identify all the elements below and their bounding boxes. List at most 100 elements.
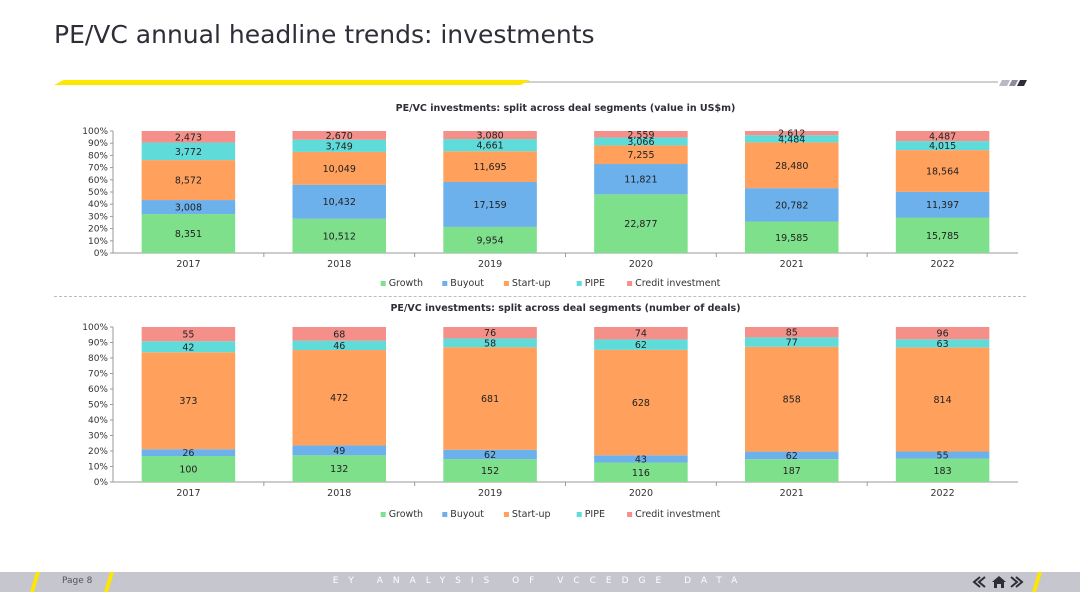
bar-segment-pipe xyxy=(744,135,839,143)
data-label: 3,008 xyxy=(175,203,202,214)
bar-segment-buyout xyxy=(744,451,839,460)
data-label: 8,572 xyxy=(175,176,202,187)
data-label: 42 xyxy=(182,342,194,353)
data-label: 7,255 xyxy=(627,150,654,161)
data-label: 74 xyxy=(635,329,647,340)
y-tick-label: 30% xyxy=(88,212,108,222)
bar-segment-pipe xyxy=(141,341,236,353)
x-tick-label: 2018 xyxy=(327,259,351,270)
data-label: 100 xyxy=(179,464,197,475)
bar-segment-start-up xyxy=(443,151,537,182)
legend-swatch xyxy=(576,512,582,517)
double-chevron-right-icon[interactable] xyxy=(1010,576,1024,588)
page-number: Page 8 xyxy=(62,576,93,586)
y-tick-label: 0% xyxy=(94,249,109,259)
data-label: 28,480 xyxy=(775,161,808,172)
y-tick-label: 30% xyxy=(88,432,108,442)
legend-swatch xyxy=(380,512,386,517)
x-tick-label: 2021 xyxy=(780,259,804,270)
data-label: 49 xyxy=(333,446,345,457)
chart-deals-svg: PE/VC investments: split across deal seg… xyxy=(82,303,1018,520)
data-label: 55 xyxy=(937,451,949,462)
x-tick-label: 2020 xyxy=(629,259,653,270)
y-tick-label: 80% xyxy=(88,354,108,364)
double-chevron-left-icon[interactable] xyxy=(972,576,986,588)
bar-segment-growth xyxy=(443,459,537,482)
y-tick-label: 20% xyxy=(88,447,108,457)
legend-swatch xyxy=(627,281,633,286)
bar-segment-credit-investment xyxy=(744,131,839,136)
bar-segment-pipe xyxy=(895,141,990,151)
bar-segment-buyout xyxy=(594,164,688,195)
data-label: 11,695 xyxy=(473,162,506,173)
bar-segment-credit-investment xyxy=(292,131,387,140)
data-label: 9,954 xyxy=(476,235,503,246)
bar-segment-growth xyxy=(744,221,839,253)
legend-label: Credit investment xyxy=(635,278,721,289)
y-tick-label: 70% xyxy=(88,370,108,380)
bar-segment-growth xyxy=(594,462,688,482)
bar-segment-start-up xyxy=(141,160,236,201)
y-tick-label: 60% xyxy=(88,176,108,186)
bar-segment-buyout xyxy=(443,449,537,460)
data-label: 3,066 xyxy=(627,137,654,148)
bar-segment-pipe xyxy=(443,338,537,348)
bar-segment-growth xyxy=(895,458,990,482)
footer-slash-left xyxy=(30,572,40,592)
legend-label: Growth xyxy=(389,509,423,520)
chart-value-svg: PE/VC investments: split across deal seg… xyxy=(82,103,1018,289)
data-label: 85 xyxy=(786,328,798,339)
bar-segment-growth xyxy=(141,455,236,482)
data-label: 11,821 xyxy=(624,175,657,186)
data-label: 814 xyxy=(934,395,952,406)
bar-segment-credit-investment xyxy=(895,327,990,340)
data-label: 3,772 xyxy=(175,147,202,158)
legend-label: Start-up xyxy=(512,278,551,289)
data-label: 628 xyxy=(632,398,650,409)
data-label: 4,487 xyxy=(929,132,956,143)
bar-segment-credit-investment xyxy=(141,327,236,342)
bar-segment-pipe xyxy=(141,142,236,161)
bar-segment-buyout xyxy=(292,184,387,219)
footer-caption: EY ANALYSIS OF VCCEDGE DATA xyxy=(332,576,748,586)
data-label: 11,397 xyxy=(926,200,959,211)
bar-segment-pipe xyxy=(594,339,688,350)
chart-deals: PE/VC investments: split across deal seg… xyxy=(0,298,1080,524)
data-label: 4,661 xyxy=(476,141,503,152)
data-label: 681 xyxy=(481,394,499,405)
bar-segment-credit-investment xyxy=(594,131,688,138)
legend-label: Growth xyxy=(389,278,423,289)
data-label: 63 xyxy=(937,339,949,350)
x-tick-label: 2017 xyxy=(176,488,200,499)
data-label: 152 xyxy=(481,466,499,477)
data-label: 2,473 xyxy=(175,132,202,143)
bar-segment-start-up xyxy=(744,346,839,452)
bar-segment-growth xyxy=(292,455,387,482)
data-label: 18,564 xyxy=(926,166,959,177)
y-tick-label: 80% xyxy=(88,151,108,161)
data-label: 4,484 xyxy=(778,134,805,145)
data-label: 187 xyxy=(783,466,801,477)
bar-segment-pipe xyxy=(895,339,990,348)
data-label: 62 xyxy=(786,451,798,462)
legend-swatch xyxy=(442,512,448,517)
legend-label: Start-up xyxy=(512,509,551,520)
data-label: 2,670 xyxy=(326,131,353,142)
data-label: 8,351 xyxy=(175,229,202,240)
data-label: 116 xyxy=(632,468,650,479)
data-label: 46 xyxy=(333,341,345,352)
bar-segment-pipe xyxy=(443,139,537,152)
legend-label: PIPE xyxy=(585,278,605,289)
home-icon[interactable] xyxy=(992,576,1006,588)
footer-slash-mid xyxy=(104,572,114,592)
data-label: 22,877 xyxy=(624,219,657,230)
legend-swatch xyxy=(576,281,582,286)
bar-segment-pipe xyxy=(594,137,688,146)
footer-nav xyxy=(968,572,1038,596)
bar-segment-start-up xyxy=(141,352,236,450)
bar-segment-buyout xyxy=(141,200,236,215)
bar-segment-growth xyxy=(744,459,839,482)
data-label: 43 xyxy=(635,454,647,465)
chart-title: PE/VC investments: split across deal seg… xyxy=(396,103,736,114)
bar-segment-pipe xyxy=(292,139,387,152)
